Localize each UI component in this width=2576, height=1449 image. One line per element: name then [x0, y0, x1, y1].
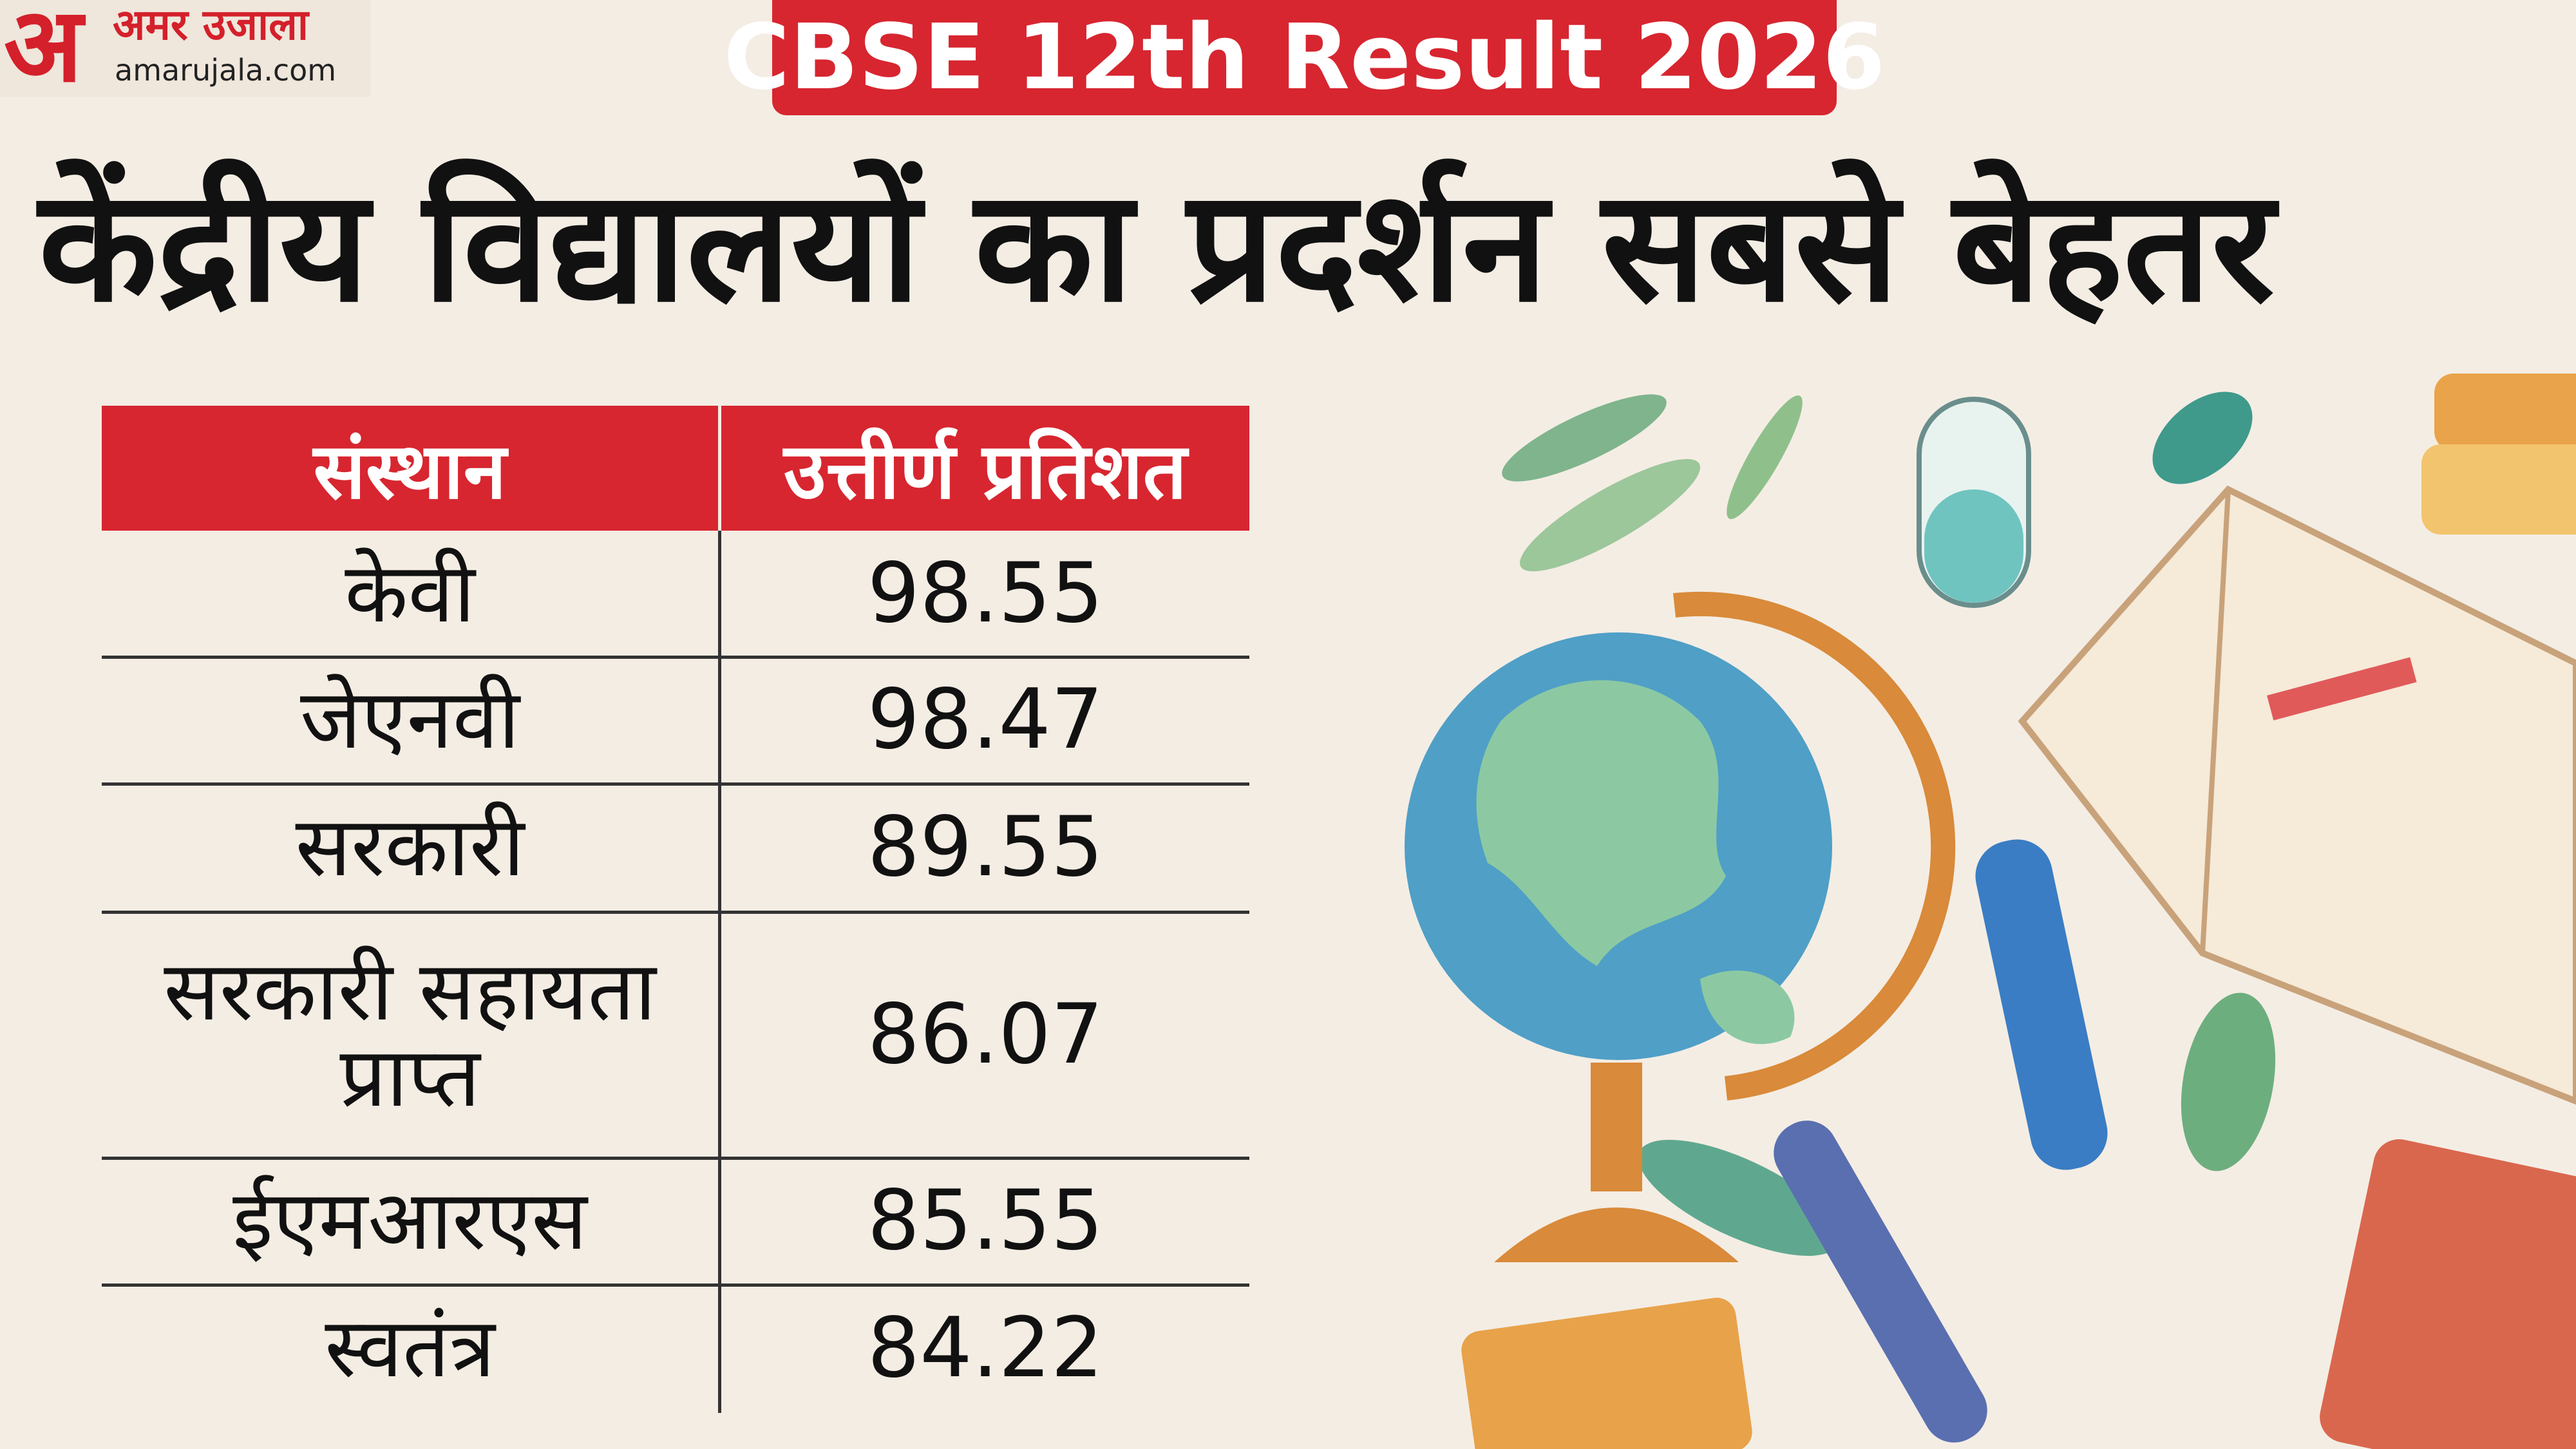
logo-text: अमर उजाला	[113, 0, 308, 50]
book	[2320, 1139, 2576, 1449]
leaf	[2181, 992, 2276, 1171]
row-divider	[102, 782, 1249, 786]
open-book	[2018, 485, 2576, 1105]
table: संस्थान उत्तीर्ण प्रतिशत केवी 98.55 जेएनवी 98…	[102, 406, 1249, 1413]
book	[1461, 1298, 1752, 1449]
pass-percentage: 98.55	[867, 545, 1104, 641]
institution: सरकारी	[295, 799, 525, 896]
row-divider	[102, 656, 1249, 659]
column-divider	[718, 531, 721, 1413]
leaf	[1727, 395, 1803, 520]
leaf	[1638, 1139, 1840, 1256]
badge: CBSE 12th Result 2026	[724, 0, 1885, 115]
logo-mark: अ	[4, 0, 83, 105]
institution: स्वतंत्र	[325, 1300, 495, 1397]
leaf	[1502, 394, 1667, 482]
pass-percentage: 86.07	[867, 986, 1104, 1083]
institution: जेएनवी	[299, 672, 520, 768]
continent	[1476, 680, 1726, 966]
illustration	[1405, 374, 2576, 1449]
leaf	[1520, 459, 1700, 572]
continent	[1700, 971, 1795, 1045]
row-divider	[102, 1283, 1249, 1287]
logo: अ अमर उजाला amarujala.com	[0, 0, 370, 97]
book-spine	[2200, 489, 2231, 954]
fountain-pen	[1975, 839, 2108, 1170]
row-divider	[102, 911, 1249, 914]
book	[2421, 444, 2576, 535]
pen	[1774, 1121, 1987, 1443]
column-header: उत्तीर्ण प्रतिशत	[721, 406, 1249, 531]
test-tube-liquid	[1924, 489, 2023, 603]
globe-stand	[1591, 1063, 1642, 1191]
bookmark	[2267, 657, 2417, 721]
leaf	[2152, 392, 2253, 484]
pass-percentage: 89.55	[867, 799, 1104, 896]
institution: सरकारी सहायता प्राप्त	[164, 943, 656, 1126]
globe-base	[1494, 1208, 1739, 1262]
row-divider	[102, 1157, 1249, 1160]
pass-percentage: 84.22	[867, 1300, 1104, 1397]
headline: केंद्रीय विद्यालयों का प्रदर्शन सबसे बेह…	[39, 156, 2275, 336]
column-header: संस्थान	[102, 406, 718, 531]
pass-percentage: 85.55	[867, 1173, 1104, 1269]
book	[2434, 374, 2576, 451]
logo-url: amarujala.com	[115, 53, 337, 88]
institution: ईएमआरएस	[232, 1173, 587, 1269]
institution: केवी	[345, 545, 475, 641]
globe-arc	[1673, 591, 1956, 1101]
pass-percentage: 98.47	[867, 672, 1104, 768]
